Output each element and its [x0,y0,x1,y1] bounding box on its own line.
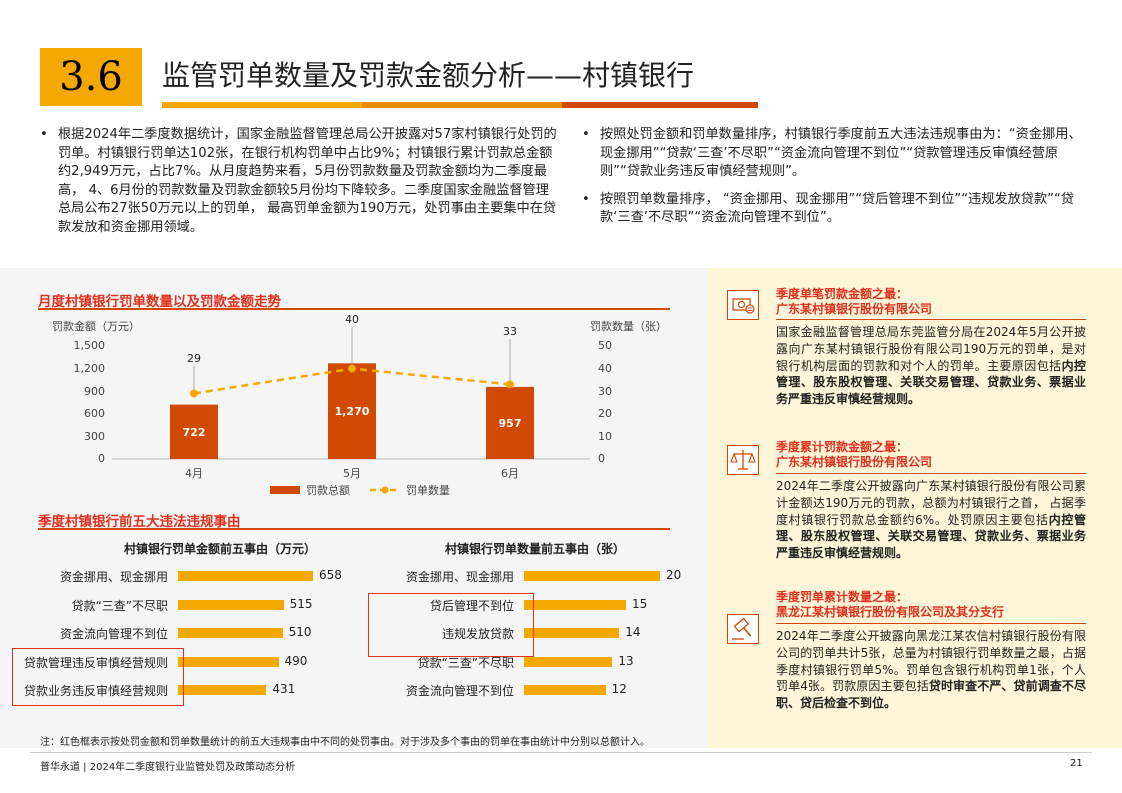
line-point [506,380,514,389]
legend-line-label: 罚单数量 [406,484,450,497]
legend-line-marker [381,486,389,494]
top5-title: 季度村镇银行前五大违法违规事由 [38,514,241,530]
section-divider [38,528,670,530]
line-label: 33 [503,325,517,338]
case-title: 季度单笔罚款金额之最： 广东某村镇银行股份有限公司 [776,287,933,316]
y-tick-left: 300 [84,430,105,443]
case-body: 2024年二季度公开披露向黑龙江某农信村镇银行股份有限公司的罚单共计5张，总量为… [776,629,1086,711]
y-tick-right: 50 [598,339,612,352]
scale-icon [727,445,759,475]
amount-top5-title: 村镇银行罚单金额前五事由（万元） [124,542,317,556]
section-number: 3.6 [40,48,142,106]
bar-label: 957 [499,417,522,430]
y-tick-left: 900 [84,385,105,398]
case-body: 国家金融监督管理总局东莞监管分局在2024年5月公开披露向广东某村镇银行股份有限… [776,325,1086,407]
case-divider [776,473,1086,474]
right-axis-title: 罚款数量（张） [590,320,667,333]
intro-bullet: 根据2024年二季度数据统计，国家金融监督管理总局公开披露对57家村镇银行处罚的… [38,126,560,237]
x-tick-label: 6月 [501,467,519,480]
page-number: 21 [1070,758,1083,769]
page-title: 监管罚单数量及罚款金额分析——村镇银行 [162,59,695,92]
footer-divider [30,752,1092,753]
y-tick-right: 0 [598,452,605,465]
y-tick-right: 40 [598,362,612,375]
section-divider [38,308,670,310]
analysis-panel [0,268,707,748]
monthly-chart: 722 4月 1,270 5月 957 6月 29 40 33 罚款总额 罚单数量 [112,313,590,497]
left-axis-title: 罚款金额（万元） [52,320,140,333]
case-title: 季度罚单累计数量之最： 黑龙江某村镇银行股份有限公司及其分支行 [776,590,1005,619]
y-tick-left: 0 [98,452,105,465]
count-top5-title: 村镇银行罚单数量前五事由（张） [445,542,626,556]
y-tick-right: 10 [598,430,612,443]
line-label: 29 [187,352,201,365]
y-tick-left: 1,200 [73,362,106,375]
bar [328,363,376,459]
y-tick-right: 20 [598,407,612,420]
line-point [190,389,198,398]
case-title: 季度累计罚款金额之最： 广东某村镇银行股份有限公司 [776,440,933,469]
bar-label: 722 [183,426,206,439]
title-underline [162,102,758,108]
x-tick-label: 5月 [343,467,361,480]
intro-bullet: 按照罚单数量排序， “资金挪用、现金挪用”“贷后管理不到位”“违规发放贷款”“贷… [580,191,1088,228]
line-point [348,364,356,373]
gavel-icon [727,614,759,644]
highlight-box-count [368,593,534,657]
x-tick-label: 4月 [185,467,203,480]
y-tick-right: 30 [598,385,612,398]
y-tick-left: 600 [84,407,105,420]
intro-left: 根据2024年二季度数据统计，国家金融监督管理总局公开披露对57家村镇银行处罚的… [38,126,560,246]
legend-bar-swatch [270,486,300,494]
bar [170,404,218,459]
intro-right: 按照处罚金额和罚单数量排序，村镇银行季度前五大违法违规事由为：“资金挪用、现金挪… [580,126,1088,237]
case-divider [776,623,1086,624]
case-panel [707,268,1122,748]
highlight-box-amount [12,648,184,706]
footnote: 注：红色框表示按处罚金额和罚单数量统计的前五大违规事由中不同的处罚事由。对于涉及… [40,737,650,748]
case-body: 2024年二季度公开披露向广东某村镇银行股份有限公司累计金额达190万元的罚款，… [776,479,1086,561]
footer-source: 普华永道 | 2024年二季度银行业监管处罚及政策动态分析 [40,762,296,773]
monthly-chart-title: 月度村镇银行罚单数量以及罚款金额走势 [38,294,281,310]
money-icon [727,290,759,320]
y-tick-left: 1,500 [73,339,106,352]
bar [486,386,534,459]
legend-bar-label: 罚款总额 [306,483,350,497]
intro-bullet: 按照处罚金额和罚单数量排序，村镇银行季度前五大违法违规事由为：“资金挪用、现金挪… [580,126,1088,182]
bar-label: 1,270 [335,405,370,418]
case-divider [776,319,1086,320]
line-label: 40 [345,313,359,326]
